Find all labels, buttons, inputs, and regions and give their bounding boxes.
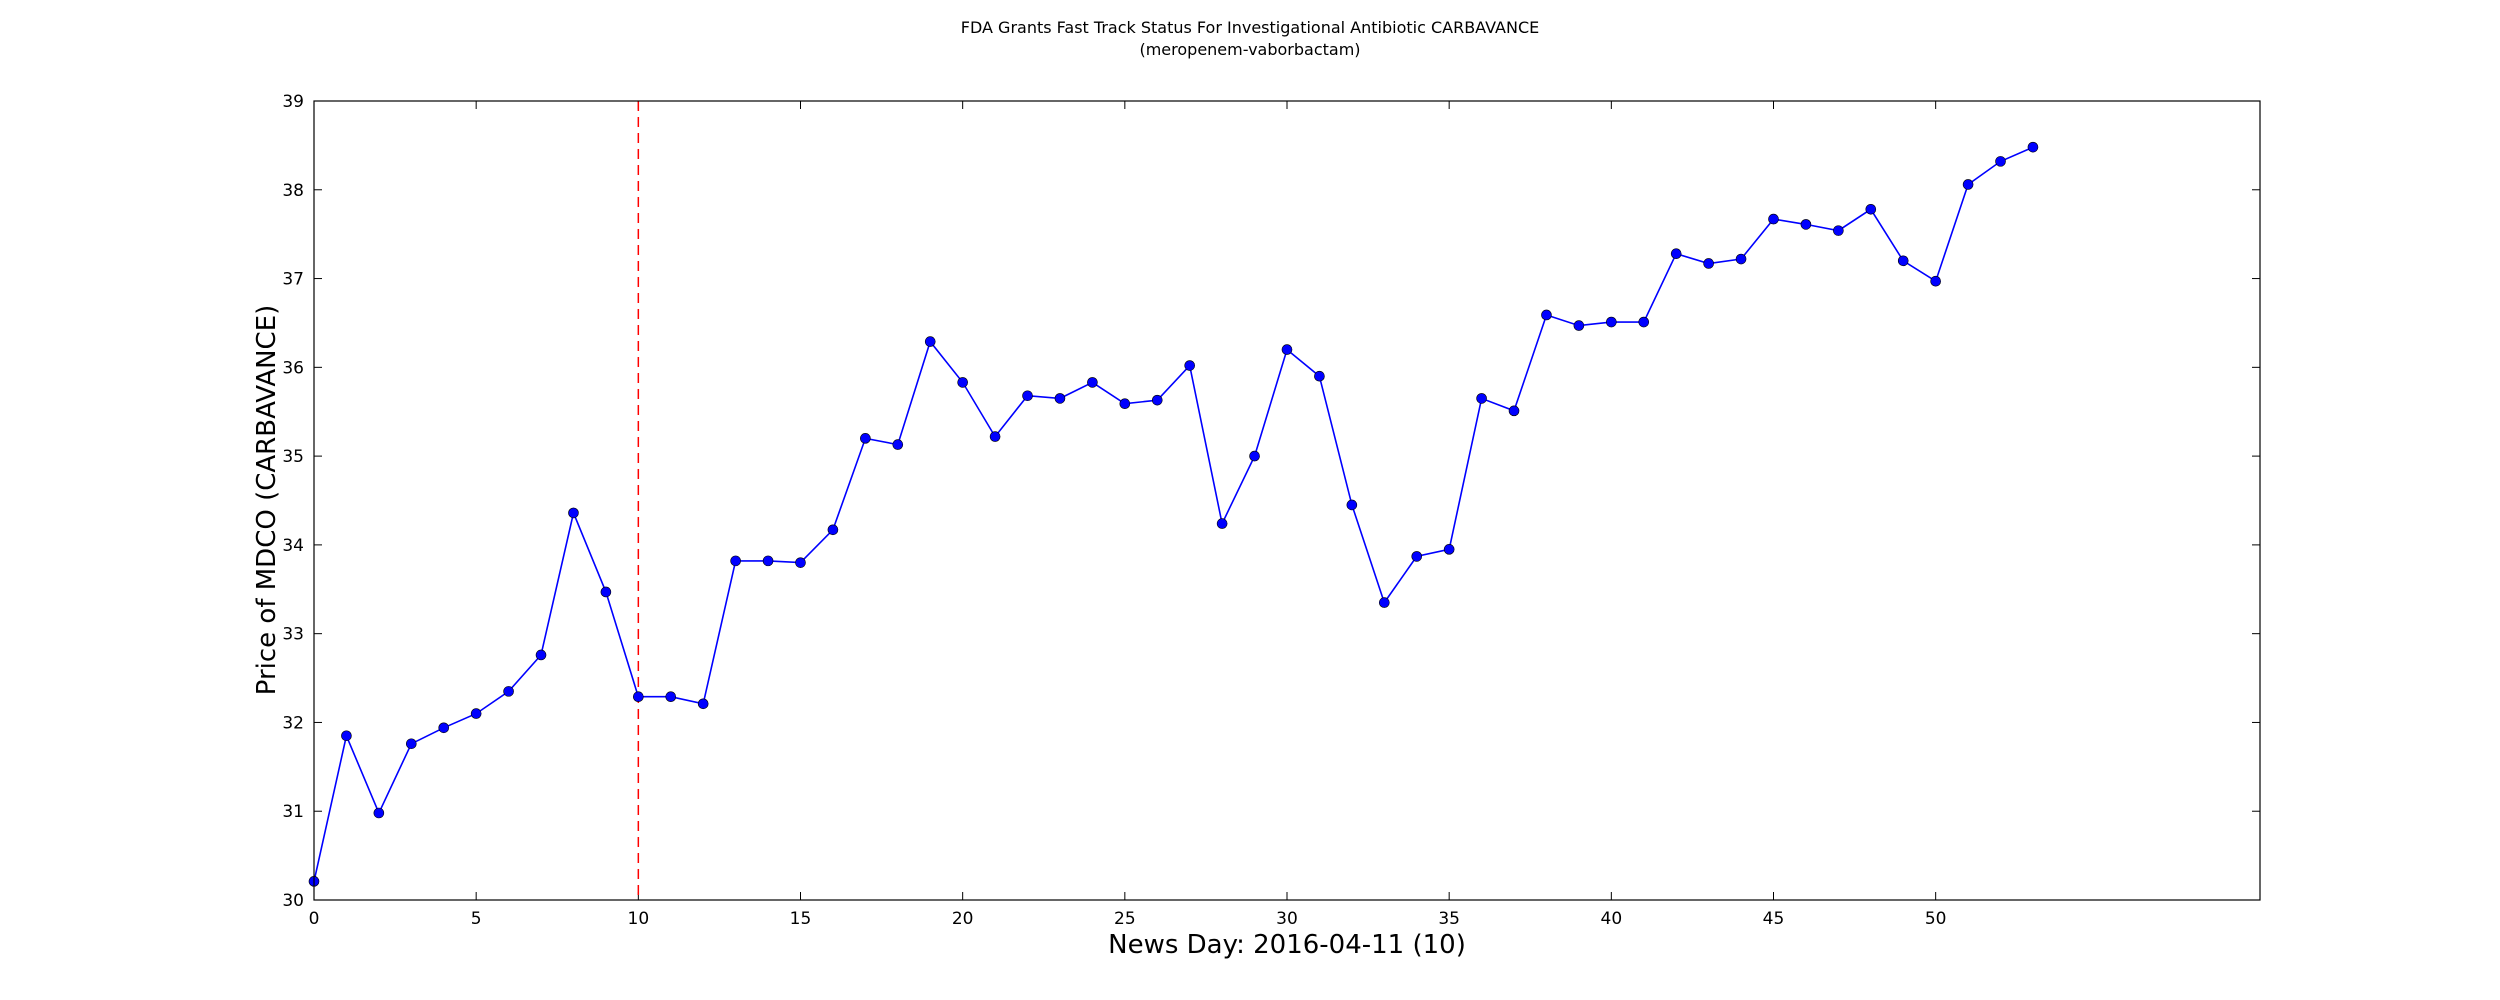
x-tick-label: 45 (1763, 909, 1785, 929)
data-point (697, 698, 709, 710)
price-series-line (313, 146, 2034, 882)
data-point (1962, 179, 1974, 190)
data-point (470, 708, 482, 719)
data-point (1833, 225, 1844, 236)
data-point (1865, 204, 1877, 215)
data-point (535, 649, 547, 661)
data-point (860, 433, 871, 444)
x-tick-label: 25 (1114, 909, 1136, 929)
x-tick-label: 5 (471, 909, 482, 929)
data-point (1800, 219, 1812, 230)
x-tick-label: 50 (1925, 909, 1947, 929)
y-tick-label: 31 (282, 802, 304, 822)
data-point (1281, 344, 1293, 355)
data-point (1443, 544, 1455, 555)
data-point (924, 336, 936, 347)
data-point (405, 738, 417, 750)
y-axis-ticks: 30 31 32 33 34 35 36 37 38 39 (282, 92, 2260, 911)
data-point (373, 807, 385, 819)
data-point (1703, 258, 1714, 269)
plot-frame (313, 100, 2261, 901)
data-point (1184, 360, 1195, 371)
y-tick-label: 30 (282, 891, 304, 911)
x-tick-label: 35 (1438, 909, 1460, 929)
data-point (633, 691, 644, 702)
data-point (730, 555, 741, 567)
data-point (1930, 275, 1941, 287)
data-point (795, 557, 806, 568)
chart-subtitle: (meropenem-vaborbactam) (1139, 40, 1360, 59)
data-point (1087, 377, 1098, 388)
data-point (1022, 390, 1033, 402)
data-point (957, 377, 968, 388)
y-tick-label: 32 (282, 713, 304, 733)
data-point (1476, 393, 1487, 404)
data-point (341, 730, 352, 742)
data-point (1054, 393, 1066, 404)
data-point (1314, 370, 1325, 382)
data-point (438, 722, 450, 734)
data-point (1995, 156, 2006, 167)
data-point (1379, 597, 1390, 608)
data-point (1249, 450, 1260, 462)
data-point (1735, 253, 1747, 265)
data-point (762, 555, 774, 567)
y-tick-label: 36 (282, 358, 304, 378)
data-point (1411, 551, 1423, 562)
data-point (1119, 398, 1131, 410)
y-tick-label: 34 (282, 536, 304, 556)
data-point (568, 507, 579, 519)
y-tick-label: 33 (282, 625, 304, 645)
data-point (1151, 394, 1163, 406)
data-point (1346, 499, 1358, 511)
y-tick-label: 38 (282, 181, 304, 201)
chart-title: FDA Grants Fast Track Status For Investi… (961, 18, 1539, 37)
x-axis-label: News Day: 2016-04-11 (10) (1108, 930, 1466, 960)
data-point (665, 691, 677, 702)
data-point (827, 524, 839, 536)
y-tick-label: 39 (282, 92, 304, 112)
data-point (892, 439, 904, 450)
price-series-points (308, 141, 2039, 887)
y-tick-label: 35 (282, 447, 304, 467)
data-point (1606, 316, 1617, 328)
x-tick-label: 30 (1276, 909, 1298, 929)
x-tick-label: 20 (952, 909, 974, 929)
data-point (1638, 316, 1650, 328)
data-point (600, 586, 612, 598)
data-point (1508, 405, 1520, 417)
data-point (2027, 141, 2039, 153)
data-point (1541, 309, 1552, 321)
x-tick-label: 10 (628, 909, 650, 929)
x-axis-ticks: 0 5 10 15 20 25 30 35 40 45 50 (309, 101, 1947, 929)
data-point (1573, 320, 1585, 331)
data-point (1897, 255, 1909, 267)
y-axis-label: Price of MDCO (CARBAVANCE) (252, 305, 282, 696)
data-point (989, 431, 1001, 442)
y-tick-label: 37 (282, 270, 304, 290)
data-point (1670, 248, 1682, 259)
x-tick-label: 15 (790, 909, 812, 929)
data-point (1216, 518, 1228, 529)
x-tick-label: 40 (1601, 909, 1623, 929)
x-tick-label: 0 (309, 909, 320, 929)
data-point (503, 686, 514, 697)
data-point (1768, 213, 1779, 225)
